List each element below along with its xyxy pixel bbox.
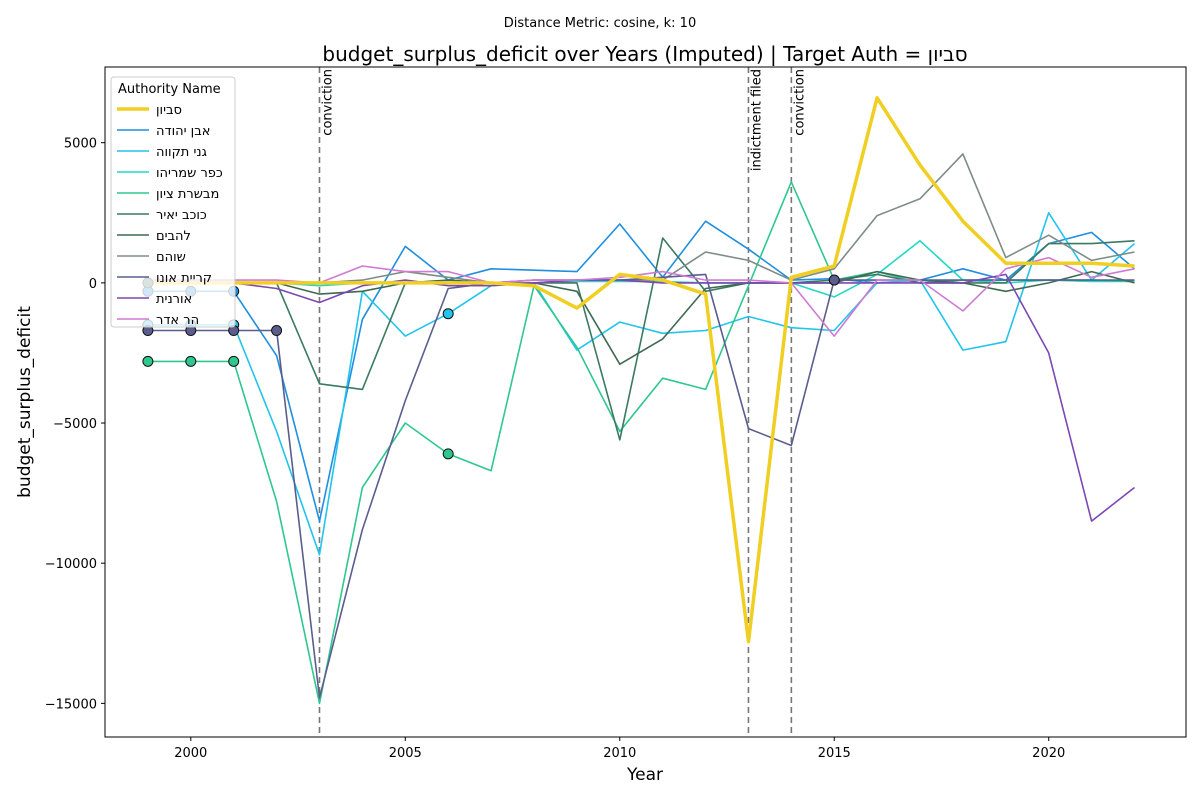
y-axis: −15000 −10000 −5000 0 5000 [45, 137, 105, 712]
legend-label: כפר שמריהו [156, 166, 223, 181]
event-label: indictment filed [749, 69, 764, 171]
imputed-point [271, 325, 283, 337]
y-axis-label: budget_surplus_deficit [15, 306, 35, 498]
x-axis-label: Year [626, 765, 663, 785]
series-line [147, 256, 1135, 337]
legend-label: אבן יהודה [156, 124, 210, 139]
imputed-point [828, 274, 840, 286]
event-label: conviction [320, 69, 335, 136]
legend-label: הר אדר [156, 313, 199, 328]
y-tick-label: −5000 [53, 417, 97, 432]
legend-frame [110, 76, 236, 328]
legend-label: גני תקווה [156, 145, 207, 160]
imputed-point [442, 448, 454, 460]
series-line [147, 220, 1136, 522]
x-tick-label: 2005 [389, 746, 422, 761]
x-axis: 2000 2005 2010 2015 2020 [174, 737, 1065, 761]
legend-label: סביון [156, 103, 182, 118]
x-tick-label: 2015 [818, 746, 851, 761]
legend-label: קריית אונו [156, 271, 212, 286]
plot-frame [104, 66, 1187, 738]
legend-items: סביון אבן יהודה גני תקווה כפר שמריהו מבשרת צ… [117, 103, 223, 328]
legend-label: מבשרת ציון [156, 187, 219, 202]
series-line [147, 273, 1135, 522]
plot-content: conviction indictment filed conviction [142, 67, 1136, 737]
imputed-point [185, 355, 197, 367]
legend-label: להבים [156, 229, 191, 244]
legend-label: כוכב יאיר [156, 208, 207, 223]
series-line [147, 153, 1135, 284]
imputed-point [228, 355, 240, 367]
legend-label: שוהם [156, 250, 186, 265]
series-line [147, 270, 1135, 366]
series-line [147, 212, 1136, 556]
series-line [147, 237, 1135, 441]
y-tick-label: −15000 [45, 697, 97, 712]
imputed-point [442, 308, 454, 320]
legend: Authority Name סביון אבן יהודה גני תקווה כפ… [110, 76, 236, 328]
legend-title: Authority Name [118, 82, 221, 97]
series-line [147, 96, 1135, 644]
chart-suptitle: Distance Metric: cosine, k: 10 [504, 16, 696, 31]
imputed-point [142, 355, 154, 367]
legend-label: אורנית [156, 292, 192, 307]
x-tick-label: 2010 [603, 746, 636, 761]
y-tick-label: 5000 [64, 137, 97, 152]
x-tick-label: 2020 [1032, 746, 1065, 761]
series-line [147, 181, 1135, 705]
chart-title: budget_surplus_deficit over Years (Imput… [322, 42, 967, 66]
event-label: conviction [792, 69, 807, 136]
y-tick-label: 0 [89, 277, 97, 292]
y-tick-label: −10000 [45, 557, 97, 572]
x-tick-label: 2000 [174, 746, 207, 761]
